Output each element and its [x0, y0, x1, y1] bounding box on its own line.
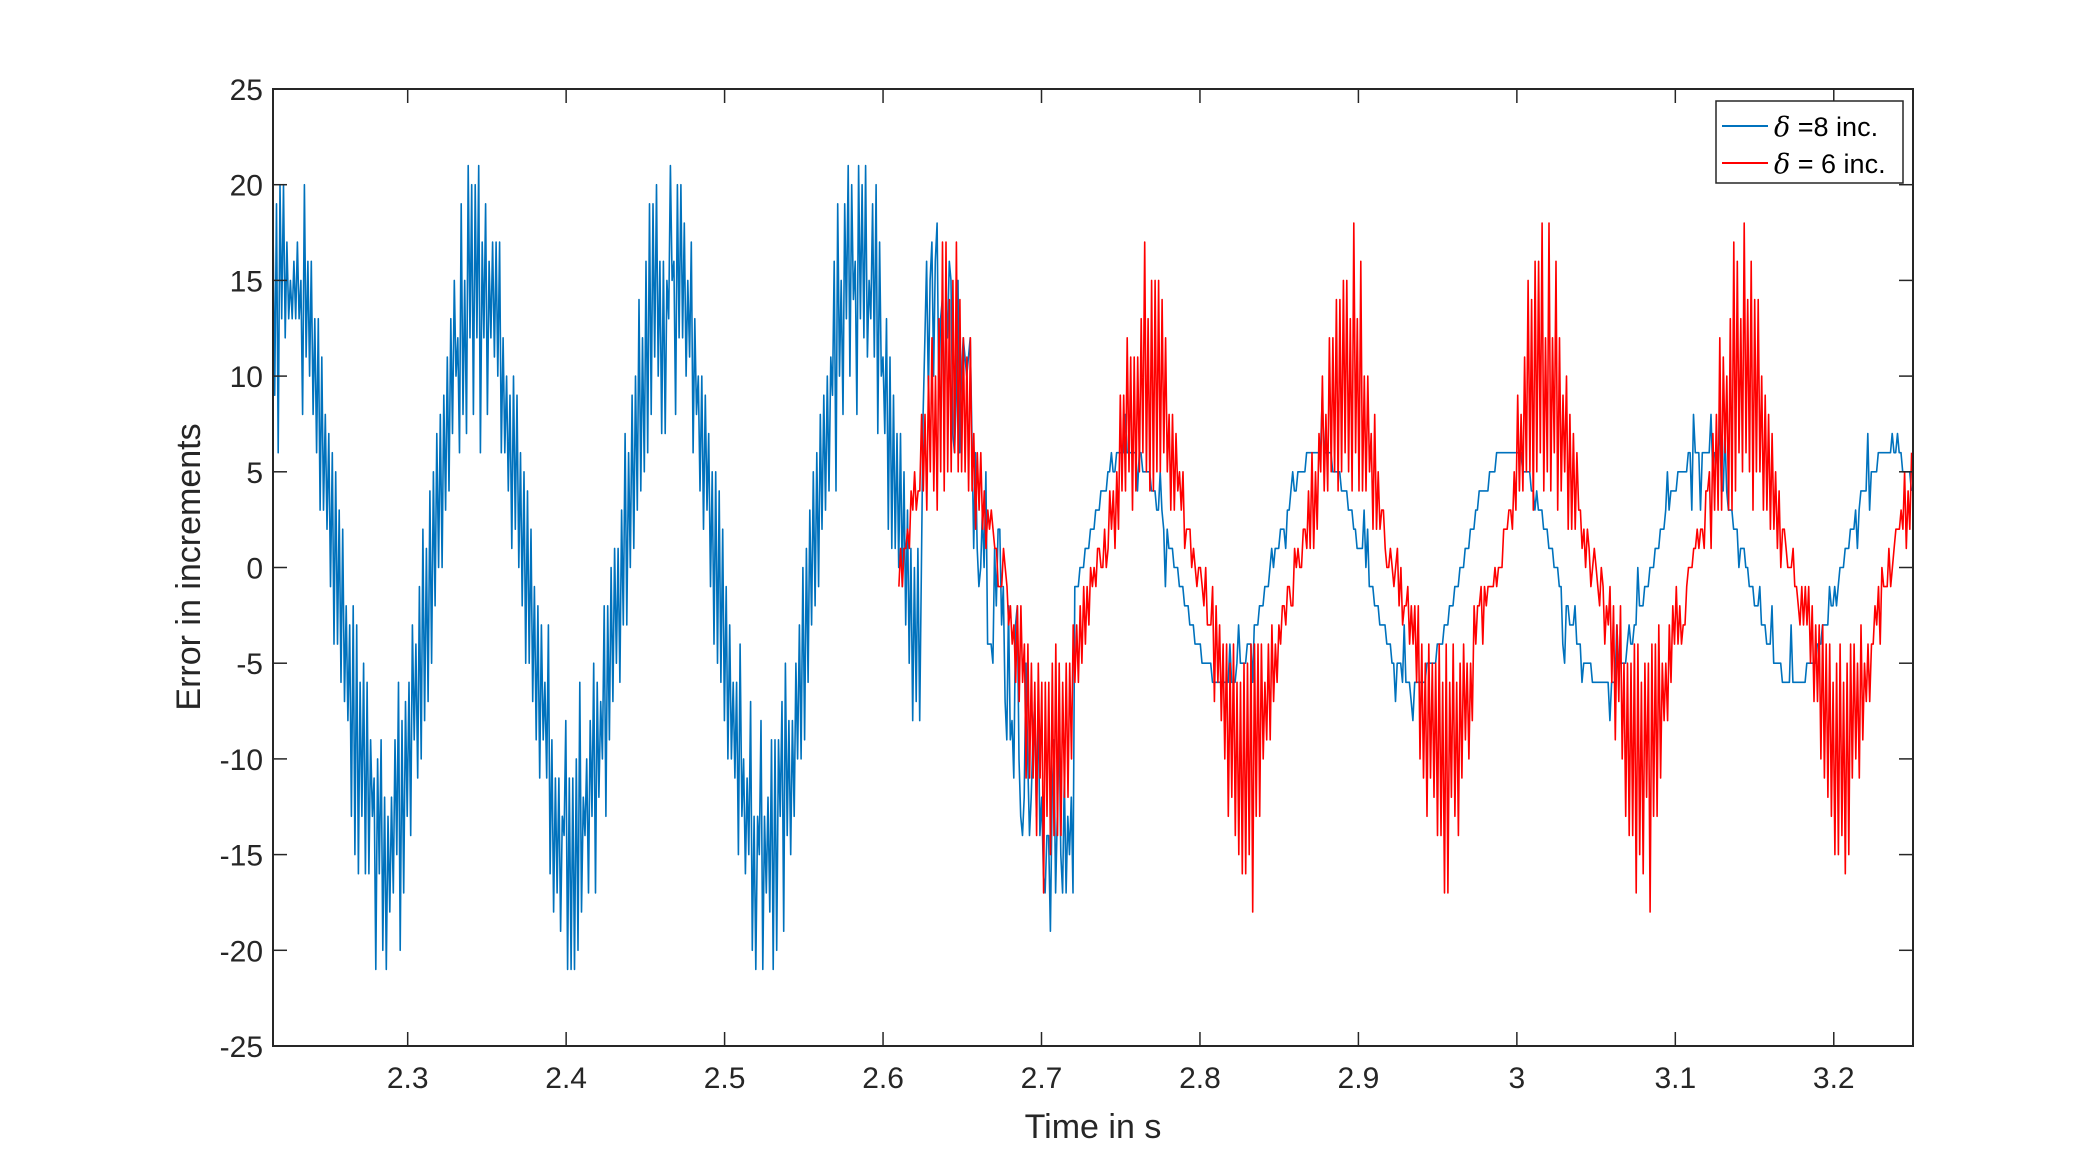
- x-tick-label: 2.5: [704, 1062, 746, 1095]
- x-tick-label: 3: [1509, 1062, 1526, 1095]
- y-tick-label: 0: [246, 553, 263, 586]
- y-tick-label: -5: [236, 648, 263, 681]
- legend: δ =8 inc. δ = 6 inc.: [1715, 100, 1904, 184]
- legend-label-delta-8: δ =8 inc.: [1774, 112, 1878, 143]
- tick-layer: 2.3 2.4 2.5 2.6 2.7 2.8 2.9 3 3.1 3.2 25 20 15 10 5 0 -5…: [220, 74, 1913, 1095]
- x-tick-label: 3.2: [1813, 1062, 1855, 1095]
- y-tick-label: 5: [246, 457, 263, 490]
- x-axis-label: Time in s: [1025, 1108, 1162, 1146]
- y-tick-label: 15: [230, 265, 263, 298]
- y-tick-label: -10: [220, 744, 263, 777]
- series-line-delta-6: [898, 222, 1913, 913]
- y-tick-label: -15: [220, 840, 263, 873]
- legend-label-delta-6: δ = 6 inc.: [1774, 149, 1886, 180]
- y-tick-label: 10: [230, 361, 263, 394]
- series-line-delta-8: [272, 164, 1913, 971]
- legend-box: [1715, 100, 1904, 184]
- x-tick-label: 2.7: [1021, 1062, 1063, 1095]
- legend-label-text: =8 inc.: [1790, 112, 1878, 142]
- x-tick-label: 3.1: [1654, 1062, 1696, 1095]
- legend-delta-symbol: δ: [1774, 112, 1790, 143]
- plot-area: [273, 89, 1913, 1046]
- x-tick-label: 2.6: [862, 1062, 904, 1095]
- x-tick-label: 2.4: [545, 1062, 587, 1095]
- y-tick-label: 20: [230, 170, 263, 203]
- legend-label-text: = 6 inc.: [1790, 149, 1885, 179]
- y-tick-label: -20: [220, 935, 263, 968]
- series-layer: [272, 164, 1913, 971]
- x-tick-label: 2.9: [1338, 1062, 1380, 1095]
- y-tick-label: -25: [220, 1031, 263, 1064]
- legend-delta-symbol: δ: [1774, 149, 1790, 180]
- x-tick-label: 2.3: [387, 1062, 429, 1095]
- x-tick-label: 2.8: [1179, 1062, 1221, 1095]
- y-axis-label: Error in increments: [170, 423, 208, 710]
- y-tick-label: 25: [230, 74, 263, 107]
